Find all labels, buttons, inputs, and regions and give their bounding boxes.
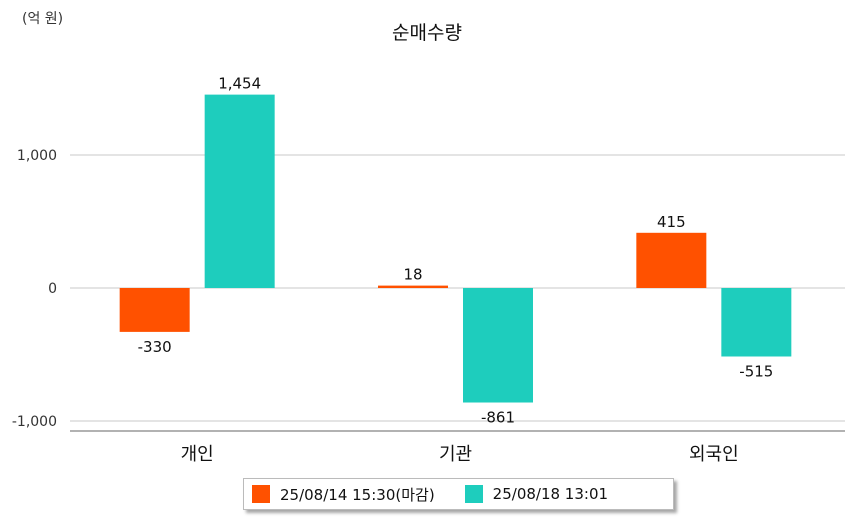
legend-label-series-2: 25/08/18 13:01 (492, 485, 609, 503)
bar (463, 288, 533, 403)
data-label: -515 (739, 362, 773, 380)
data-label: -861 (481, 409, 515, 427)
y-tick-label: -1,000 (12, 414, 57, 430)
bar (721, 288, 792, 357)
bar (204, 94, 275, 288)
legend-item-series-1[interactable]: 25/08/14 15:30(마감) (252, 484, 435, 505)
bar (119, 288, 190, 332)
legend: 25/08/14 15:30(마감) 25/08/18 13:01 (243, 478, 674, 510)
data-label: 415 (657, 213, 686, 231)
data-label: -330 (138, 338, 172, 356)
x-category-label: 개인 (181, 444, 214, 465)
bar (378, 285, 448, 288)
data-label: 18 (403, 266, 422, 284)
chart-title: 순매수량 (392, 22, 462, 44)
legend-swatch-series-1 (252, 485, 270, 503)
unit-label: (억 원) (22, 11, 64, 27)
legend-item-series-2[interactable]: 25/08/18 13:01 (464, 485, 609, 503)
legend-swatch-series-2 (464, 485, 483, 503)
y-tick-label: 1,000 (17, 148, 57, 164)
x-category-label: 외국인 (689, 444, 739, 465)
legend-label-series-1: 25/08/14 15:30(마감) (280, 485, 435, 504)
y-tick-label: 0 (48, 281, 57, 297)
bar-chart: -1,000 0 1,000 -330 1,454 개인 18 -861 기관 415 -515 외국… (12, 75, 845, 465)
x-category-label: 기관 (439, 444, 472, 465)
bar (636, 232, 707, 288)
data-label: 1,454 (218, 75, 261, 93)
